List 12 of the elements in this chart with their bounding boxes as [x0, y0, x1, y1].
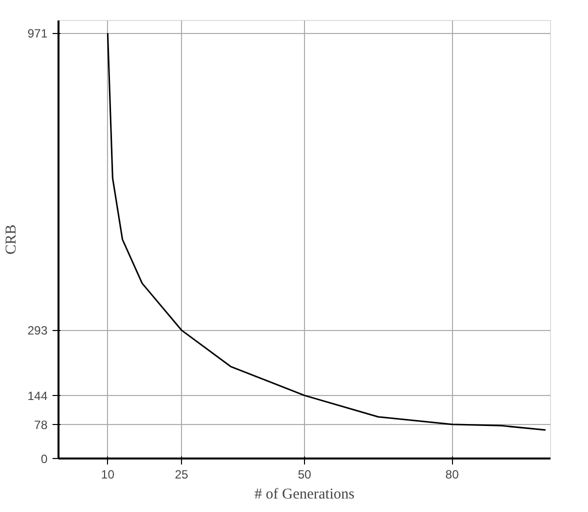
x-tick-label: 50	[298, 468, 312, 482]
line-series	[106, 32, 546, 431]
x-tick-label: 80	[445, 468, 460, 482]
y-tick-label: 78	[34, 418, 48, 432]
x-tick-label: 10	[101, 468, 115, 482]
y-axis-title: CRB	[3, 224, 20, 255]
y-tick-label: 971	[27, 26, 48, 41]
y-tick-label: 293	[27, 324, 48, 338]
x-tick-label: 25	[174, 468, 188, 482]
x-axis-title: # of Generations	[254, 486, 355, 502]
y-tick-label: 0	[40, 452, 48, 466]
y-tick-label: 144	[27, 388, 48, 403]
